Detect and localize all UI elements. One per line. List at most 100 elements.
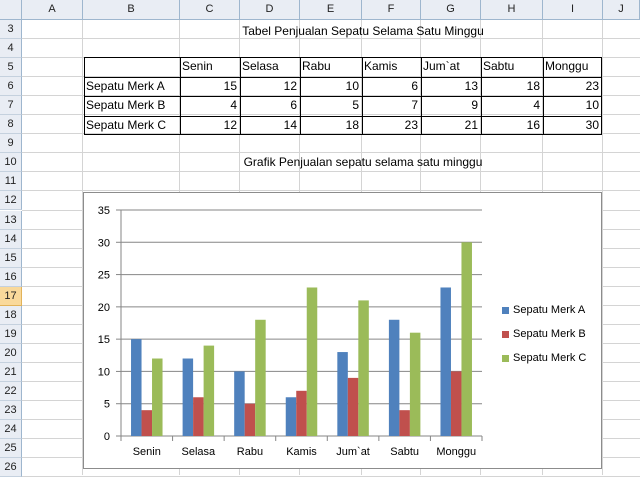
table-value-cell[interactable]: 9 <box>471 98 478 112</box>
y-tick-label: 15 <box>98 334 110 346</box>
column-header-e[interactable]: E <box>300 0 362 20</box>
table-value-cell[interactable]: 4 <box>533 98 540 112</box>
table-value-cell[interactable]: 6 <box>290 98 297 112</box>
table-header-cell[interactable]: Monggu <box>545 59 589 73</box>
row-header-25[interactable]: 25 <box>0 439 22 459</box>
gridline-horizontal <box>22 95 640 97</box>
table-header-cell[interactable]: Senin <box>182 59 213 73</box>
legend-item[interactable]: Sepatu Merk B <box>502 328 586 340</box>
row-header-8[interactable]: 8 <box>0 115 22 135</box>
x-tick-label: Monggu <box>436 446 476 458</box>
y-tick-label: 20 <box>98 302 110 314</box>
table-value-cell[interactable]: 6 <box>411 78 418 93</box>
chart-title-cell[interactable]: Grafik Penjualan sepatu selama satu ming… <box>243 155 483 169</box>
row-header-26[interactable]: 26 <box>0 458 22 477</box>
column-header-d[interactable]: D <box>240 0 300 20</box>
x-tick-label: Rabu <box>237 446 263 458</box>
y-tick-label: 25 <box>98 270 110 282</box>
table-value-cell[interactable]: 10 <box>585 98 599 112</box>
table-value-cell[interactable]: 21 <box>464 117 478 132</box>
table-value-cell[interactable]: 18 <box>526 78 540 93</box>
row-header-5[interactable]: 5 <box>0 58 22 78</box>
gridline-horizontal <box>22 190 640 192</box>
column-header-h[interactable]: H <box>481 0 543 20</box>
table-value-cell[interactable]: 30 <box>585 117 599 132</box>
row-header-21[interactable]: 21 <box>0 362 22 382</box>
row-header-24[interactable]: 24 <box>0 420 22 440</box>
row-header-11[interactable]: 11 <box>0 172 22 192</box>
sales-chart[interactable]: 0 5 10 15 20 25 30 35 Senin Selasa Rabu Kamis Jum`at… <box>83 192 602 469</box>
bar-sepatu-merk-b <box>296 390 307 436</box>
table-value-cell[interactable]: 18 <box>345 117 359 132</box>
row-header-3[interactable]: 3 <box>0 20 22 40</box>
legend-label: Sepatu Merk B <box>513 328 586 340</box>
table-header-cell[interactable]: Selasa <box>242 59 279 73</box>
row-header-20[interactable]: 20 <box>0 343 22 363</box>
table-value-cell[interactable]: 23 <box>585 78 599 93</box>
bar-sepatu-merk-b <box>244 403 256 436</box>
legend-swatch <box>502 330 509 338</box>
row-header-14[interactable]: 14 <box>0 229 22 249</box>
table-value-cell[interactable]: 5 <box>352 98 359 112</box>
column-header-i[interactable]: I <box>543 0 603 20</box>
table-value-cell[interactable]: 4 <box>230 98 237 112</box>
table-title[interactable]: Tabel Penjualan Sepatu Selama Satu Mingg… <box>242 24 484 38</box>
row-header-18[interactable]: 18 <box>0 305 22 325</box>
column-header-b[interactable]: B <box>83 0 180 20</box>
row-header-16[interactable]: 16 <box>0 267 22 287</box>
bar-sepatu-merk-a <box>337 352 348 436</box>
bar-sepatu-merk-c <box>255 319 266 436</box>
row-header-17[interactable]: 17 <box>0 286 22 306</box>
table-value-cell[interactable]: 14 <box>283 117 297 132</box>
chart-plot: 0 5 10 15 20 25 30 35 Senin Selasa Rabu Kamis Jum`at… <box>98 205 483 458</box>
table-value-cell[interactable]: 15 <box>223 78 237 93</box>
table-row-border <box>84 76 602 78</box>
legend-swatch <box>502 306 509 314</box>
row-header-4[interactable]: 4 <box>0 39 22 59</box>
row-header-9[interactable]: 9 <box>0 134 22 154</box>
table-value-cell[interactable]: 10 <box>345 78 359 93</box>
table-row-label[interactable]: Sepatu Merk B <box>86 98 166 112</box>
bar-sepatu-merk-c <box>152 358 163 436</box>
legend-item[interactable]: Sepatu Merk A <box>502 304 585 316</box>
row-header-23[interactable]: 23 <box>0 401 22 421</box>
bar-sepatu-merk-a <box>182 358 194 436</box>
bar-sepatu-merk-a <box>285 397 297 436</box>
row-header-22[interactable]: 22 <box>0 381 22 401</box>
legend-item[interactable]: Sepatu Merk C <box>502 352 586 364</box>
column-header-c[interactable]: C <box>180 0 240 20</box>
column-header-f[interactable]: F <box>362 0 421 20</box>
table-header-cell[interactable]: Sabtu <box>483 59 515 73</box>
column-header-j[interactable]: J <box>603 0 640 20</box>
bar-sepatu-merk-b <box>399 410 410 436</box>
gridline-horizontal <box>22 133 640 135</box>
table-row-label[interactable]: Sepatu Merk A <box>86 78 165 93</box>
gridline-horizontal <box>22 38 640 40</box>
column-header-a[interactable]: A <box>22 0 83 20</box>
row-header-10[interactable]: 10 <box>0 153 22 173</box>
bar-sepatu-merk-c <box>203 345 215 436</box>
row-header-15[interactable]: 15 <box>0 248 22 268</box>
table-value-cell[interactable]: 13 <box>464 78 478 93</box>
table-header-cell[interactable]: Jum`at <box>423 59 460 73</box>
table-value-cell[interactable]: 16 <box>526 117 540 132</box>
table-header-cell[interactable]: Rabu <box>302 59 331 73</box>
table-value-cell[interactable]: 12 <box>223 117 237 132</box>
table-value-cell[interactable]: 23 <box>404 117 418 132</box>
row-header-13[interactable]: 13 <box>0 210 22 230</box>
table-col-border <box>421 57 422 135</box>
select-all-corner[interactable] <box>0 0 22 20</box>
table-value-cell[interactable]: 12 <box>283 78 297 93</box>
table-header-cell[interactable]: Kamis <box>364 59 398 73</box>
gridline-vertical <box>82 20 83 475</box>
legend-label: Sepatu Merk A <box>513 304 586 316</box>
column-header-g[interactable]: G <box>421 0 481 20</box>
bar-sepatu-merk-b <box>193 397 204 436</box>
row-header-6[interactable]: 6 <box>0 77 22 97</box>
row-header-12[interactable]: 12 <box>0 191 22 211</box>
row-header-7[interactable]: 7 <box>0 96 22 116</box>
row-header-19[interactable]: 19 <box>0 324 22 344</box>
table-row-label[interactable]: Sepatu Merk C <box>86 117 167 132</box>
table-value-cell[interactable]: 7 <box>411 98 418 112</box>
